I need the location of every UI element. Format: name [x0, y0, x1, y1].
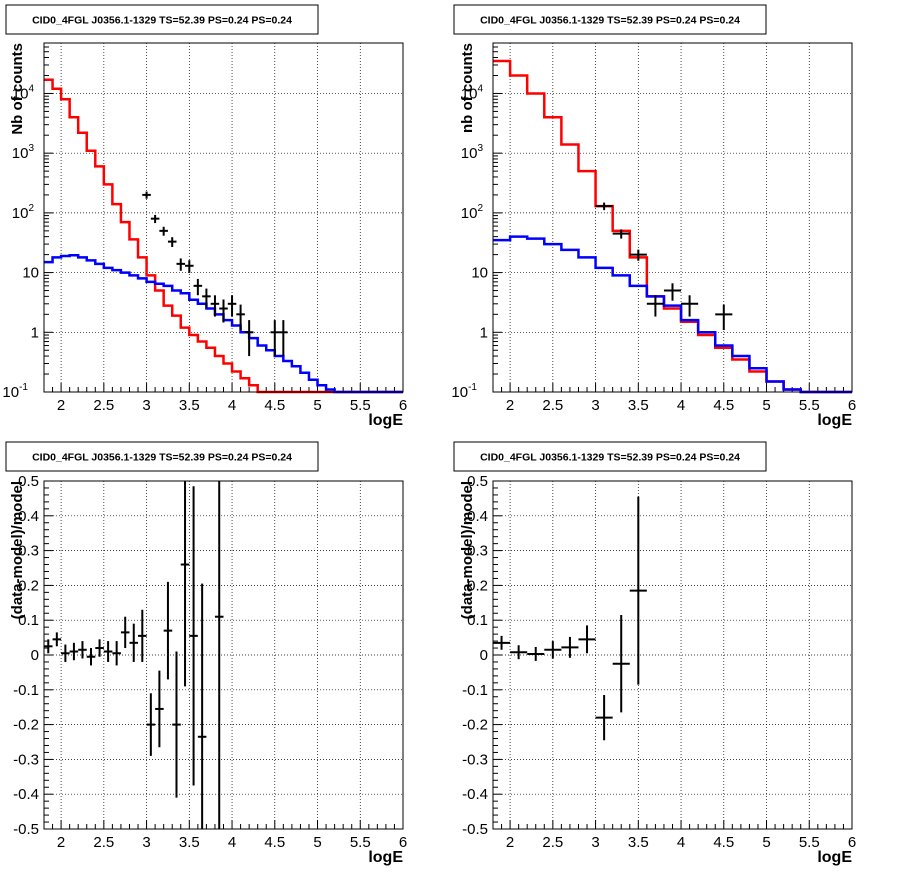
x-axis-label: logE [817, 849, 852, 866]
y-tick-label: 102 [12, 203, 35, 222]
x-tick-label: 3.5 [179, 834, 200, 851]
y-tick-label: -0.1 [13, 682, 39, 699]
x-tick-label: 4 [677, 397, 685, 414]
y-tick-label: 0.2 [467, 577, 488, 594]
x-tick-label: 5 [762, 397, 770, 414]
x-tick-label: 6 [399, 834, 407, 851]
x-tick-label: 6 [848, 397, 856, 414]
y-tick-label: 102 [461, 203, 484, 222]
plot-frame [492, 480, 853, 830]
x-tick-label: 3 [142, 834, 150, 851]
x-tick-label: 2.5 [93, 834, 114, 851]
chart-panel-3: 2 2.5 3 3.5 4 4.5 5 5.5 6 -0.5 -0.4 -0.3 -0.2 -0.1 0 0.… [5, 441, 407, 866]
x-tick-label: 4.5 [713, 397, 734, 414]
title-box [453, 441, 767, 472]
x-tick-label: 3.5 [628, 397, 649, 414]
x-tick-label: 2 [57, 397, 65, 414]
y-tick-label: -0.4 [462, 786, 488, 803]
y-tick-label: -0.3 [462, 751, 488, 768]
x-tick-label: 5 [313, 834, 321, 851]
x-tick-label: 5.5 [799, 834, 820, 851]
x-tick-label: 4.5 [264, 397, 285, 414]
chart-title: CID0_4FGL J0356.1-1329 TS=52.39 PS=0.24 … [32, 15, 292, 27]
title-box [5, 4, 319, 35]
y-tick-label: -0.5 [13, 821, 39, 838]
x-tick-label: 2 [506, 834, 514, 851]
x-tick-label: 5.5 [799, 397, 820, 414]
blue-histogram-line [44, 254, 403, 394]
red-histogram-line [493, 59, 852, 394]
y-tick-label: 0.3 [467, 543, 488, 560]
x-tick-label: 5 [762, 834, 770, 851]
x-tick-label: 2 [506, 397, 514, 414]
x-tick-label: 2.5 [542, 834, 563, 851]
y-tick-label: -0.2 [462, 717, 488, 734]
blue-histogram-line [493, 235, 852, 394]
y-tick-label: 10-1 [2, 382, 28, 401]
y-tick-label: 0.5 [18, 473, 39, 490]
plot-frame [492, 42, 853, 393]
y-tick-label: 103 [12, 143, 35, 162]
x-tick-label: 2 [57, 834, 65, 851]
y-tick-label: 10-1 [451, 382, 477, 401]
x-tick-label: 5.5 [350, 834, 371, 851]
y-tick-label: 1 [480, 324, 488, 341]
chart-panel-2: 2 2.5 3 3.5 4 4.5 5 5.5 6 10-1 1 10 102 103 104 CID0_4F… [451, 4, 856, 429]
y-tick-label: 0.5 [467, 473, 488, 490]
chart-title: CID0_4FGL J0356.1-1329 TS=52.39 PS=0.24 … [480, 15, 740, 27]
x-tick-label: 3 [591, 834, 599, 851]
y-tick-label: 0 [480, 647, 488, 664]
y-tick-label: 0.2 [18, 577, 39, 594]
plot-frame [43, 42, 404, 393]
chart-panel-4: 2 2.5 3 3.5 4 4.5 5 5.5 6 -0.5 -0.4 -0.3 -0.2 -0.1 0 0.… [453, 441, 856, 866]
y-tick-label: 104 [461, 83, 484, 102]
x-tick-label: 4 [228, 834, 236, 851]
title-box [453, 4, 767, 35]
x-tick-label: 2.5 [93, 397, 114, 414]
x-tick-label: 6 [399, 397, 407, 414]
x-tick-label: 3 [591, 397, 599, 414]
x-tick-label: 5 [313, 397, 321, 414]
x-axis-label: logE [817, 412, 852, 429]
x-tick-label: 3.5 [628, 834, 649, 851]
x-tick-label: 6 [848, 834, 856, 851]
x-tick-label: 4 [228, 397, 236, 414]
y-tick-label: 0.3 [18, 543, 39, 560]
y-tick-label: 0 [31, 647, 39, 664]
y-tick-label: -0.5 [462, 821, 488, 838]
y-tick-label: 1 [31, 324, 39, 341]
y-tick-label: 10 [22, 265, 39, 282]
y-tick-label: -0.1 [462, 682, 488, 699]
y-axis-label: Nb of counts [9, 43, 26, 135]
y-tick-label: 0.4 [18, 508, 39, 525]
chart-title: CID0_4FGL J0356.1-1329 TS=52.39 PS=0.24 … [480, 452, 740, 464]
y-tick-label: 0.1 [467, 612, 488, 629]
x-tick-label: 2.5 [542, 397, 563, 414]
x-tick-label: 3.5 [179, 397, 200, 414]
y-axis-label: (data-model)/model [459, 481, 476, 619]
x-tick-label: 4.5 [264, 834, 285, 851]
y-tick-label: 104 [12, 83, 35, 102]
y-tick-label: 10 [471, 265, 488, 282]
chart-panel-1: 2 2.5 3 3.5 4 4.5 5 5.5 6 10-1 1 10 102 103 104 CID0_4F… [2, 4, 407, 429]
x-tick-label: 4.5 [713, 834, 734, 851]
title-box [5, 441, 319, 472]
x-axis-label: logE [368, 412, 403, 429]
y-axis-label: (data-model)/model [9, 481, 26, 619]
y-tick-label: -0.2 [13, 717, 39, 734]
y-tick-label: 0.4 [467, 508, 488, 525]
red-histogram-line [44, 78, 403, 394]
chart-title: CID0_4FGL J0356.1-1329 TS=52.39 PS=0.24 … [32, 452, 292, 464]
y-tick-label: 0.1 [18, 612, 39, 629]
y-tick-label: 103 [461, 143, 484, 162]
plot-frame [43, 480, 404, 830]
x-tick-label: 3 [142, 397, 150, 414]
y-axis-label: nb of counts [459, 43, 476, 133]
x-tick-label: 5.5 [350, 397, 371, 414]
x-tick-label: 4 [677, 834, 685, 851]
y-tick-label: -0.3 [13, 751, 39, 768]
x-axis-label: logE [368, 849, 403, 866]
y-tick-label: -0.4 [13, 786, 39, 803]
